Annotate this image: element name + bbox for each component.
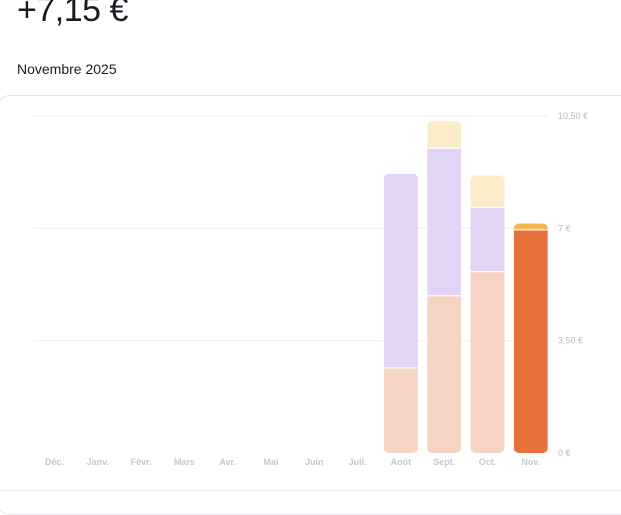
x-tick-label: Mai bbox=[263, 457, 278, 467]
card-bottom-divider bbox=[0, 490, 621, 491]
bar-segment[interactable] bbox=[470, 175, 505, 208]
x-tick-label: Déc. bbox=[45, 457, 64, 467]
bar-segment[interactable] bbox=[427, 148, 462, 296]
bar-11[interactable] bbox=[513, 223, 548, 453]
bars[interactable] bbox=[383, 120, 548, 453]
bar-segment[interactable] bbox=[427, 120, 462, 149]
bar-segment[interactable] bbox=[513, 229, 548, 453]
x-tick-label: Oct. bbox=[479, 457, 497, 467]
bar-segment[interactable] bbox=[513, 223, 548, 230]
x-tick-label: Janv. bbox=[87, 457, 109, 467]
x-tick-label: Août bbox=[391, 457, 412, 467]
bar-segment[interactable] bbox=[383, 367, 418, 453]
grid-lines bbox=[33, 115, 548, 342]
y-axis-ticks: 0 € 3,50 € 7 € 10,50 € bbox=[558, 111, 588, 458]
x-tick-label: Févr. bbox=[131, 457, 152, 467]
bar-8[interactable] bbox=[383, 173, 418, 453]
x-tick-label: Juil. bbox=[349, 457, 367, 467]
y-tick-label: 10,50 € bbox=[558, 111, 588, 121]
bar-segment[interactable] bbox=[470, 271, 505, 453]
x-tick-label: Mars bbox=[174, 457, 195, 467]
period-label: Novembre 2025 bbox=[17, 61, 117, 77]
x-axis-months: Déc. Janv. Févr. Mars Avr. Mai Juin Juil. Août Se… bbox=[45, 457, 540, 467]
y-tick-label: 3,50 € bbox=[558, 336, 583, 346]
bar-segment[interactable] bbox=[427, 295, 462, 453]
monthly-bar-chart: 0 € 3,50 € 7 € 10,50 € Déc. Janv. Févr. Mars Av… bbox=[33, 111, 588, 467]
x-tick-label: Nov. bbox=[521, 457, 540, 467]
balance-change-amount: +7,15 € bbox=[17, 0, 128, 29]
y-tick-label: 0 € bbox=[558, 448, 571, 458]
x-tick-label: Juin bbox=[305, 457, 324, 467]
x-tick-label: Sept. bbox=[433, 457, 455, 467]
bar-9[interactable] bbox=[427, 120, 462, 453]
x-tick-label: Avr. bbox=[219, 457, 236, 467]
bar-segment[interactable] bbox=[383, 173, 418, 368]
bar-segment[interactable] bbox=[470, 207, 505, 272]
y-tick-label: 7 € bbox=[558, 223, 571, 233]
bar-10[interactable] bbox=[470, 175, 505, 453]
